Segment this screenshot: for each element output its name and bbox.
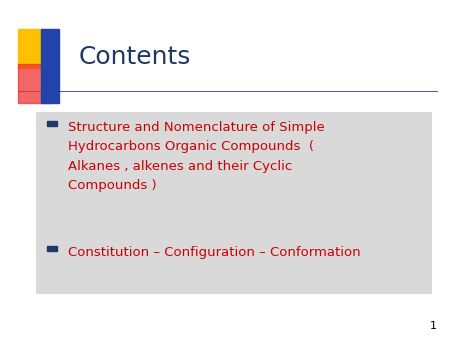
Bar xyxy=(18,64,52,103)
Bar xyxy=(47,246,57,251)
Text: 1: 1 xyxy=(429,321,436,331)
Text: Contents: Contents xyxy=(79,45,191,70)
Text: Constitution – Configuration – Conformation: Constitution – Configuration – Conformat… xyxy=(68,246,360,259)
Bar xyxy=(41,29,58,103)
Bar xyxy=(47,121,57,126)
FancyBboxPatch shape xyxy=(36,112,432,294)
Bar xyxy=(18,29,52,68)
Text: Structure and Nomenclature of Simple
Hydrocarbons Organic Compounds  (
Alkanes ,: Structure and Nomenclature of Simple Hyd… xyxy=(68,121,324,192)
